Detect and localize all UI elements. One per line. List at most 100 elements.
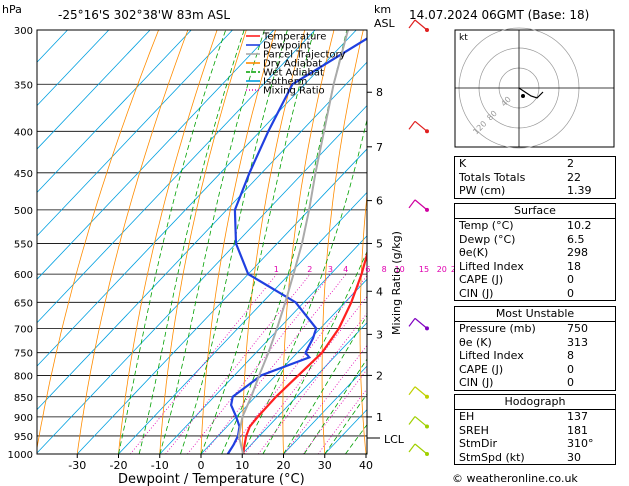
wind-barb-dot xyxy=(425,129,429,134)
km-label: km xyxy=(374,3,391,16)
hodograph-unit-label: kt xyxy=(459,33,468,43)
pressure-tick-label: 400 xyxy=(14,127,33,138)
table-row-value: 1.39 xyxy=(567,184,592,197)
wind-barb-shaft xyxy=(414,416,428,428)
table-row-value: 8 xyxy=(567,349,574,362)
dry-adiabat-line xyxy=(76,30,189,454)
table-row-label: StmSpd (kt) xyxy=(459,450,525,464)
table-row-label: PW (cm) xyxy=(459,184,506,197)
table-row-value: 0 xyxy=(567,286,574,300)
pressure-tick-label: 550 xyxy=(14,239,33,250)
mixing-ratio-line xyxy=(203,273,347,454)
table-row-value: 137 xyxy=(567,410,588,423)
table-row: Totals Totals 22 xyxy=(455,171,615,185)
table-row-value: 181 xyxy=(567,423,588,437)
series-parcel-trajectory xyxy=(237,30,349,454)
table-row-value: 0 xyxy=(567,362,574,376)
pressure-tick-label: 900 xyxy=(14,413,33,424)
table-row: CAPE (J) 0 xyxy=(455,363,615,377)
table-row-value: 298 xyxy=(567,246,588,259)
table-row: PW (cm) 1.39 xyxy=(455,184,615,198)
km-tick-label: 2 xyxy=(376,369,383,382)
x-tick-label: 10 xyxy=(235,459,249,472)
isotherm-line xyxy=(37,30,151,150)
asl-label: ASL xyxy=(374,17,396,30)
table-row-value: 310° xyxy=(567,437,594,450)
km-tick-label: 3 xyxy=(376,328,383,341)
most-unstable-title: Most Unstable xyxy=(455,307,615,322)
isotherm-line xyxy=(37,30,275,280)
dry-adiabat-line xyxy=(118,30,218,454)
hodograph-storm-motion xyxy=(521,94,525,98)
pressure-tick-label: 700 xyxy=(14,324,33,335)
isotherm-line xyxy=(37,30,233,237)
mixing-ratio-line xyxy=(244,295,367,454)
surface-title: Surface xyxy=(455,204,615,219)
pressure-tick-label: 850 xyxy=(14,393,33,404)
indices-table: K 2 Totals Totals 22 PW (cm) 1.39 xyxy=(454,156,616,199)
pressure-tick-label: 650 xyxy=(14,298,33,309)
plot-frame xyxy=(36,29,368,455)
table-row-label: CAPE (J) xyxy=(459,362,504,376)
x-tick-label: -20 xyxy=(110,459,128,472)
table-row-value: 750 xyxy=(567,322,588,335)
km-tick-label: 6 xyxy=(376,195,383,208)
mixing-ratio-tick-label: 6 xyxy=(365,265,370,274)
wet-adiabat-line xyxy=(159,30,265,454)
wet-adiabat-line xyxy=(283,314,367,454)
dry-adiabat-line xyxy=(433,30,452,454)
hpa-label: hPa xyxy=(2,3,22,16)
x-tick-label: 20 xyxy=(277,459,291,472)
table-row-label: SREH xyxy=(459,423,489,437)
x-tick-label: 0 xyxy=(198,459,205,472)
series-dewpoint xyxy=(226,37,367,454)
mixing-ratio-line xyxy=(165,273,311,454)
pressure-tick-label: 1000 xyxy=(8,450,33,461)
table-row-value: 313 xyxy=(567,335,588,349)
table-row: CIN (J) 0 xyxy=(455,287,615,301)
mixing-ratio-line xyxy=(226,275,367,454)
wind-barb-shaft xyxy=(414,120,428,132)
wind-barb-dot xyxy=(425,452,429,456)
table-row-label: CIN (J) xyxy=(459,376,494,389)
isotherm-line xyxy=(76,148,367,454)
x-tick-label: 30 xyxy=(318,459,332,472)
dry-adiabat-line xyxy=(241,30,306,454)
wet-adiabat-line xyxy=(303,358,367,454)
wet-adiabat-line xyxy=(221,30,348,454)
dry-adiabat-line xyxy=(37,30,159,451)
km-tick-label: 4 xyxy=(376,285,383,298)
mixing-ratio-line xyxy=(317,388,367,454)
table-row: EH 137 xyxy=(455,410,615,424)
mixing-ratio-tick-label: 20 xyxy=(437,265,447,274)
lcl-label: LCL xyxy=(384,433,405,446)
wind-barb-flag xyxy=(408,19,416,29)
legend-label: Dry Adiabat xyxy=(263,59,322,70)
x-tick-label: -30 xyxy=(68,459,86,472)
isotherm-line xyxy=(241,322,367,454)
table-row-label: θe(K) xyxy=(459,246,489,259)
table-row-label: Temp (°C) xyxy=(459,219,514,232)
wind-barb-shaft xyxy=(414,199,428,211)
wind-barb-shaft xyxy=(414,386,428,398)
dry-adiabat-line xyxy=(200,30,276,454)
hodograph-frame xyxy=(454,29,615,148)
mixing-ratio-line xyxy=(302,368,367,454)
wind-barb-flag xyxy=(408,120,416,130)
table-row: StmSpd (kt) 30 xyxy=(455,451,615,465)
mixing-ratio-line xyxy=(283,344,367,454)
wind-barb-flag xyxy=(408,416,416,425)
isotherm-line xyxy=(37,30,68,63)
table-row: CIN (J) 0 xyxy=(455,376,615,390)
wind-barbs xyxy=(408,19,429,456)
x-axis-label: Dewpoint / Temperature (°C) xyxy=(118,472,305,486)
table-row-label: K xyxy=(459,157,467,170)
table-row-label: Totals Totals xyxy=(459,170,526,184)
datetime-label: 14.07.2024 06GMT (Base: 18) xyxy=(409,8,589,22)
table-row-value: 10.2 xyxy=(567,219,592,232)
mixing-ratio-tick-label: 2 xyxy=(307,265,312,274)
pressure-tick-label: 350 xyxy=(14,80,33,91)
table-row-label: StmDir xyxy=(459,437,498,450)
